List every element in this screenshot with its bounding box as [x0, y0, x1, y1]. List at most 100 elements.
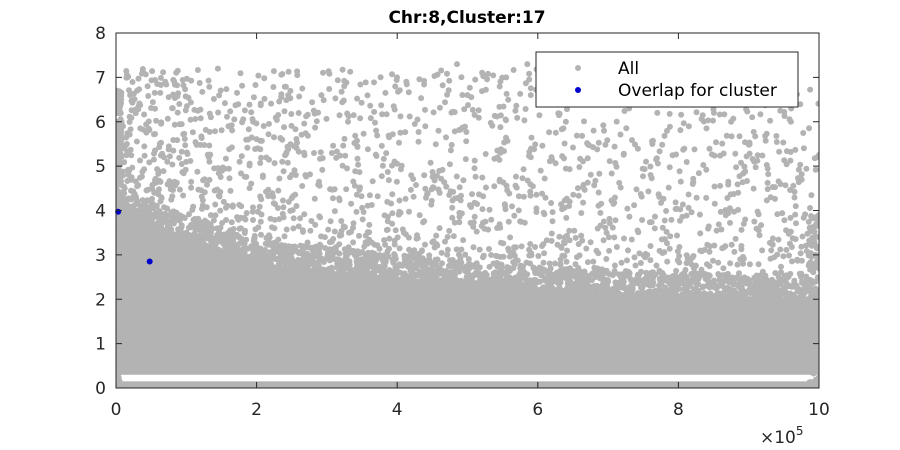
- data-point: [583, 245, 590, 252]
- data-point: [299, 183, 306, 189]
- data-point: [193, 141, 200, 148]
- data-point: [811, 228, 818, 235]
- data-point: [718, 226, 725, 233]
- data-point: [213, 234, 220, 241]
- data-point: [183, 158, 190, 165]
- data-point: [409, 279, 415, 286]
- data-point: [613, 163, 620, 170]
- x-tick-label: 6: [532, 400, 543, 420]
- y-tick-label: 7: [95, 68, 106, 88]
- data-point: [152, 105, 158, 112]
- data-point: [814, 274, 819, 281]
- data-point: [787, 214, 794, 221]
- data-point: [465, 272, 472, 279]
- data-point: [634, 291, 641, 298]
- data-point: [507, 234, 514, 241]
- data-point: [572, 234, 579, 241]
- data-point: [145, 93, 152, 99]
- data-point: [323, 115, 330, 122]
- legend-marker-overlap: [575, 87, 581, 93]
- data-point: [258, 251, 265, 258]
- data-point: [696, 296, 703, 303]
- data-point: [617, 184, 624, 191]
- data-point: [640, 173, 646, 180]
- data-point: [129, 164, 136, 171]
- data-point: [651, 225, 658, 232]
- data-point: [486, 246, 492, 252]
- data-point: [336, 112, 343, 119]
- data-point: [806, 224, 813, 231]
- data-point: [734, 181, 741, 188]
- data-point: [727, 219, 733, 226]
- data-point: [244, 144, 251, 151]
- data-point: [632, 262, 639, 269]
- data-point: [236, 225, 243, 232]
- data-point: [505, 218, 512, 225]
- data-point: [421, 172, 428, 179]
- data-point: [384, 213, 391, 220]
- data-point: [480, 254, 486, 261]
- data-point: [392, 252, 398, 259]
- data-point: [316, 241, 323, 248]
- data-point: [189, 240, 196, 247]
- data-point: [241, 107, 248, 114]
- data-point: [442, 238, 448, 245]
- data-point: [604, 270, 610, 277]
- data-point: [420, 219, 427, 226]
- data-point: [505, 96, 512, 103]
- data-point: [501, 139, 508, 146]
- data-point: [414, 271, 421, 278]
- data-point: [612, 194, 618, 201]
- data-point: [605, 234, 612, 241]
- data-point: [734, 261, 741, 268]
- data-point: [775, 236, 782, 243]
- data-point: [814, 252, 819, 259]
- data-point: [383, 111, 390, 118]
- data-point: [653, 262, 660, 269]
- data-point: [697, 230, 704, 237]
- data-point: [134, 183, 141, 190]
- data-point: [795, 166, 802, 173]
- data-point: [270, 68, 277, 75]
- data-point: [570, 144, 576, 151]
- data-point: [624, 205, 631, 212]
- data-point: [497, 224, 504, 231]
- data-point: [814, 305, 819, 312]
- data-point: [212, 201, 219, 208]
- data-point: [289, 171, 295, 178]
- data-point: [674, 257, 681, 264]
- data-point: [132, 209, 139, 215]
- data-point: [670, 292, 677, 299]
- data-point: [590, 144, 596, 151]
- data-point: [314, 259, 321, 266]
- data-point: [180, 170, 187, 177]
- data-point: [781, 157, 788, 164]
- data-point: [215, 109, 222, 116]
- data-point: [772, 270, 779, 276]
- data-point: [384, 226, 391, 233]
- data-point: [237, 214, 244, 221]
- data-point: [757, 293, 763, 300]
- data-point: [731, 248, 738, 255]
- data-point: [217, 207, 224, 214]
- data-point: [456, 219, 463, 226]
- x-exponent-power: 5: [796, 424, 804, 438]
- data-point: [647, 243, 654, 249]
- data-point: [236, 201, 243, 208]
- data-point: [600, 122, 607, 129]
- data-point: [173, 179, 180, 186]
- data-point: [595, 250, 602, 257]
- data-point: [631, 254, 638, 261]
- data-point: [734, 275, 741, 282]
- data-point: [580, 283, 587, 289]
- data-point: [561, 197, 568, 204]
- data-point: [338, 88, 345, 95]
- data-point: [250, 238, 257, 245]
- data-point: [169, 161, 176, 168]
- data-point: [522, 106, 529, 112]
- data-point: [346, 229, 352, 236]
- data-point: [127, 92, 134, 99]
- data-point: [533, 191, 540, 198]
- data-point: [647, 163, 654, 170]
- data-point: [626, 213, 633, 220]
